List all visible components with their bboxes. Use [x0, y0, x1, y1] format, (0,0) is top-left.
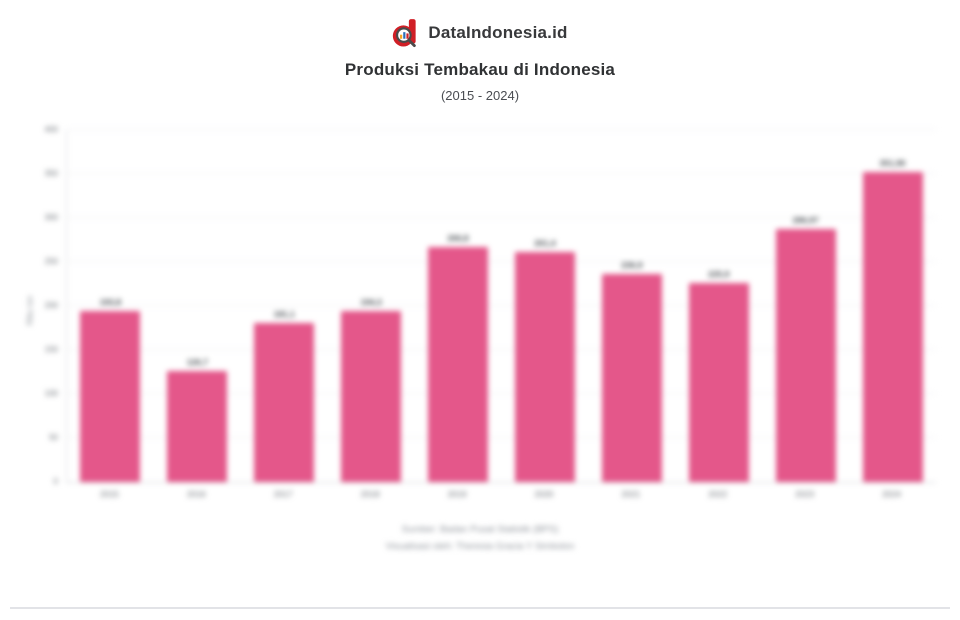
- gridline: [67, 261, 936, 262]
- bar-2015: [80, 311, 141, 482]
- bar-value-label: 351,90: [879, 158, 906, 169]
- bar-2023: [775, 229, 836, 482]
- x-tick-label: 2015: [99, 489, 119, 499]
- y-tick-label: 100: [44, 389, 58, 398]
- brand: DataIndonesia.id: [0, 16, 960, 50]
- bar-2021: [601, 273, 662, 482]
- y-tick-label: 150: [44, 345, 58, 354]
- x-tick-label: 2017: [273, 489, 293, 499]
- x-tick-label: 2020: [534, 489, 554, 499]
- gridline: [67, 393, 936, 394]
- gridline: [67, 349, 936, 350]
- bar-value-label: 261,4: [534, 237, 556, 248]
- bar-value-label: 286,97: [792, 215, 819, 226]
- y-tick-label: 350: [44, 169, 58, 178]
- y-tick-label: 0: [53, 477, 58, 486]
- bar-value-label: 225,9: [708, 269, 730, 280]
- brand-logo-icon: [392, 18, 419, 48]
- x-tick-label: 2023: [795, 489, 815, 499]
- gridline: [67, 437, 936, 438]
- bar-value-label: 266,8: [447, 233, 469, 244]
- x-tick-label: 2019: [447, 489, 467, 499]
- plot-area: 193,8 126,7 181,1 194,3 266,8 261,4 236,9 225,9…: [66, 129, 936, 483]
- bar-2022: [688, 283, 749, 482]
- bar-value-label: 194,3: [360, 297, 382, 308]
- x-tick-label: 2018: [360, 489, 380, 499]
- credit-text: Visualisasi oleh: Theresia Gracia Y Simb…: [385, 541, 575, 552]
- bar-2018: [341, 311, 402, 482]
- chart-subtitle: (2015 - 2024): [440, 88, 520, 103]
- x-tick-label: 2016: [186, 489, 206, 499]
- bar-2019: [428, 247, 489, 482]
- y-tick-label: 250: [44, 257, 58, 266]
- bar-2020: [514, 251, 575, 482]
- brand-name: DataIndonesia.id: [428, 23, 568, 42]
- source-text: Sumber: Badan Pusat Statistik (BPS): [401, 524, 559, 535]
- y-tick-label: 200: [44, 301, 58, 310]
- chart-title: Produksi Tembakau di Indonesia: [344, 60, 616, 79]
- bar-value-label: 193,8: [99, 297, 122, 308]
- bar-value-label: 181,1: [273, 308, 295, 319]
- bar-value-label: 126,7: [186, 356, 208, 367]
- bar-2017: [254, 322, 315, 482]
- gridline: [67, 217, 936, 218]
- gridline: [67, 173, 936, 174]
- x-tick-label: 2022: [708, 489, 728, 499]
- y-tick-label: 50: [49, 433, 58, 442]
- bar-2016: [167, 370, 228, 482]
- gridline: [67, 129, 936, 130]
- bar-2024: [862, 172, 923, 482]
- bottom-divider: [10, 607, 950, 609]
- x-tick-label: 2021: [621, 489, 641, 499]
- bar-value-label: 236,9: [621, 259, 643, 270]
- y-tick-label: 400: [44, 125, 58, 134]
- y-tick-label: 300: [44, 213, 58, 222]
- x-tick-label: 2024: [882, 489, 901, 499]
- gridline: [67, 305, 936, 306]
